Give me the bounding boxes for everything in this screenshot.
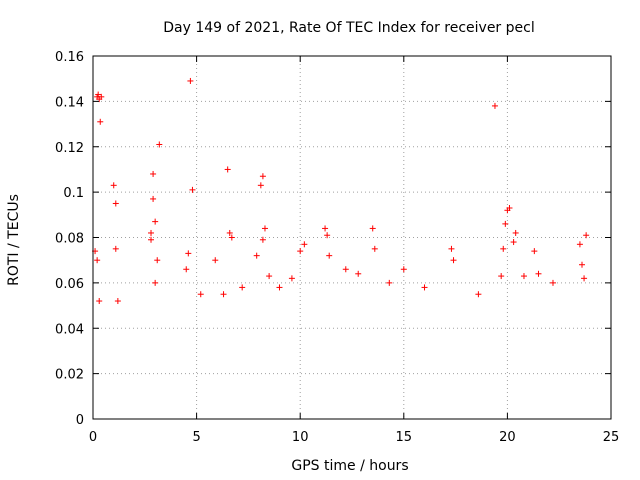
data-point xyxy=(224,166,231,173)
data-point xyxy=(212,257,219,264)
data-point xyxy=(220,291,227,298)
data-point xyxy=(228,234,235,241)
data-point xyxy=(512,229,519,236)
data-point xyxy=(502,220,509,227)
data-point xyxy=(369,225,376,232)
data-point xyxy=(506,205,513,212)
data-point xyxy=(156,141,163,148)
data-point xyxy=(475,291,482,298)
data-point xyxy=(187,77,194,84)
x-axis-label: GPS time / hours xyxy=(291,458,408,474)
data-point xyxy=(549,279,556,286)
grid-lines xyxy=(93,56,611,419)
y-tick-label: 0.12 xyxy=(55,141,84,156)
data-point xyxy=(326,252,333,259)
data-point xyxy=(322,225,329,232)
data-point xyxy=(257,182,264,189)
data-point xyxy=(301,241,308,248)
x-tick-label: 10 xyxy=(292,430,309,445)
y-tick-label: 0.16 xyxy=(55,50,84,65)
data-point xyxy=(95,91,102,98)
data-point xyxy=(150,195,157,202)
x-tick-label: 5 xyxy=(192,430,200,445)
x-tick-label: 25 xyxy=(603,430,620,445)
data-point xyxy=(498,273,505,280)
chart-title: Day 149 of 2021, Rate Of TEC Index for r… xyxy=(163,20,534,36)
data-points xyxy=(92,77,590,305)
data-point xyxy=(150,170,157,177)
data-point xyxy=(261,225,268,232)
axis-ticks: 0 5 10 15 20 25 0 0.02 0.04 0.06 0.08 0.1 0.12 0.14 0.… xyxy=(55,50,619,445)
data-point xyxy=(386,279,393,286)
data-point xyxy=(276,284,283,291)
data-point xyxy=(154,257,161,264)
y-tick-label: 0.04 xyxy=(55,322,84,337)
data-point xyxy=(97,118,104,125)
data-point xyxy=(98,93,105,100)
data-point xyxy=(583,232,590,239)
data-point xyxy=(288,275,295,282)
data-point xyxy=(197,291,204,298)
data-point xyxy=(520,273,527,280)
data-point xyxy=(148,229,155,236)
y-tick-label: 0 xyxy=(76,413,84,428)
data-point xyxy=(400,266,407,273)
data-point xyxy=(581,275,588,282)
y-tick-label: 0.08 xyxy=(55,232,84,247)
data-point xyxy=(94,257,101,264)
data-point xyxy=(450,257,457,264)
data-point xyxy=(148,236,155,243)
data-point xyxy=(576,241,583,248)
data-point xyxy=(112,245,119,252)
y-tick-label: 0.02 xyxy=(55,368,84,383)
data-point xyxy=(500,245,507,252)
data-point xyxy=(324,232,331,239)
data-point xyxy=(253,252,260,259)
data-point xyxy=(510,239,517,246)
data-point xyxy=(110,182,117,189)
data-point xyxy=(152,279,159,286)
data-point xyxy=(183,266,190,273)
y-tick-label: 0.14 xyxy=(55,95,84,110)
data-point xyxy=(266,273,273,280)
data-point xyxy=(535,270,542,277)
data-point xyxy=(491,102,498,109)
data-point xyxy=(189,186,196,193)
data-point xyxy=(342,266,349,273)
x-tick-label: 0 xyxy=(89,430,97,445)
y-tick-label: 0.1 xyxy=(63,186,84,201)
data-point xyxy=(114,298,121,305)
data-point xyxy=(578,261,585,268)
data-point xyxy=(259,173,266,180)
data-point xyxy=(259,236,266,243)
x-tick-label: 20 xyxy=(499,430,516,445)
data-point xyxy=(226,229,233,236)
data-point xyxy=(371,245,378,252)
data-point xyxy=(448,245,455,252)
data-point xyxy=(421,284,428,291)
data-point xyxy=(96,298,103,305)
y-tick-label: 0.06 xyxy=(55,277,84,292)
data-point xyxy=(239,284,246,291)
data-point xyxy=(185,250,192,257)
data-point xyxy=(297,248,304,255)
x-tick-label: 15 xyxy=(396,430,413,445)
data-point xyxy=(355,270,362,277)
data-point xyxy=(152,218,159,225)
data-point xyxy=(112,200,119,207)
y-axis-label: ROTI / TECUs xyxy=(6,194,22,286)
data-point xyxy=(531,248,538,255)
